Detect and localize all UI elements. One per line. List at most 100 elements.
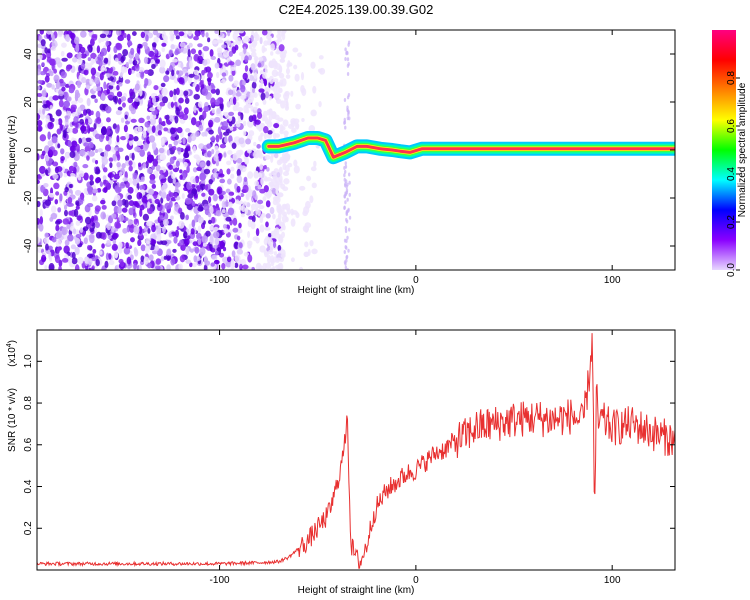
spectrogram-cell [197, 206, 204, 212]
spectrogram-cell [37, 53, 43, 61]
spectrogram-cell [267, 130, 273, 135]
spectrogram-cell [66, 110, 70, 116]
spectrogram-cell [343, 205, 346, 210]
spectrogram-cell [105, 105, 112, 114]
spectrogram-cell [87, 57, 92, 62]
spectrogram-cell [250, 48, 257, 53]
spectrogram-cell [141, 195, 148, 204]
snr-x-tick-label: 0 [413, 575, 419, 586]
spectrogram-cell [234, 254, 241, 263]
spectrogram-cell [268, 75, 275, 85]
spectrogram-cell [189, 248, 194, 253]
spectrogram-cell [40, 39, 46, 47]
spectrogram-cell [101, 243, 105, 249]
spectrogram-cell [114, 185, 120, 192]
spectrogram-cell [144, 77, 149, 87]
spectrogram-cell [86, 97, 91, 107]
spectrogram-cell [55, 191, 60, 196]
spectrogram-cell [253, 56, 259, 61]
spectrogram-cell [113, 173, 121, 180]
spectrogram-cell [89, 227, 95, 233]
spectrogram-cell [69, 151, 76, 159]
spectrogram-cell [92, 215, 98, 221]
spectrogram-cell [232, 227, 239, 233]
spectrogram-cell [100, 126, 107, 136]
spectrogram-cell [58, 99, 64, 108]
spectrogram-cell [163, 127, 169, 132]
spectrogram-cell [228, 50, 234, 57]
spectrogram-cell [228, 47, 232, 52]
spectrogram-cell [157, 224, 162, 233]
spectrogram-cell [52, 95, 59, 101]
spectrogram-cell [317, 68, 323, 73]
spectrogram-cell [161, 47, 166, 53]
spectrogram-cell [77, 170, 85, 179]
spectrogram-cell [227, 89, 234, 96]
spectrogram-cell [344, 226, 348, 231]
spectrogram-cell [281, 55, 286, 60]
spectrogram-cell [236, 185, 241, 193]
spectrogram-cell [96, 116, 102, 125]
spectrogram-cell [259, 36, 263, 45]
spectrogram-cell [61, 257, 69, 263]
spectrogram-cell [265, 177, 272, 182]
spectrogram-cell [179, 254, 186, 263]
spectrogram-cell [344, 265, 348, 270]
spectrogram-cell [234, 262, 239, 269]
spectrogram-cell [178, 239, 184, 246]
spectrogram-cell [49, 70, 54, 77]
spectrogram-cell [44, 265, 48, 270]
spectrogram-cell [283, 130, 289, 136]
spectrogram-cell [92, 248, 97, 254]
spectrogram-cell [146, 262, 152, 269]
spectrogram-cell [51, 84, 55, 90]
spectrogram-cell [256, 111, 263, 120]
spectrogram-cell [227, 30, 231, 37]
spectrogram-cell [143, 69, 150, 74]
spectrogram-cell [117, 147, 124, 152]
spectrogram-cell [206, 150, 212, 158]
spectrogram-cell [49, 104, 53, 110]
spectrogram-cell [273, 251, 278, 256]
spectrogram-cell [166, 149, 171, 156]
spectrogram-cell [277, 192, 284, 198]
spectrogram-cell [230, 66, 237, 71]
spectrogram-cell [206, 160, 211, 167]
spectrogram-cell [55, 238, 62, 247]
spectrogram-cell [228, 191, 235, 196]
spectrogram-cell [77, 107, 82, 116]
spectrogram-cell [84, 204, 91, 213]
spectrogram-cell [75, 200, 80, 206]
spectrogram-cell [76, 215, 83, 221]
spectrogram-cell [97, 148, 103, 153]
spectrogram-cell [49, 255, 53, 262]
spectrogram-cell [191, 184, 196, 189]
spectrogram-cell [222, 246, 227, 252]
spectrogram-cell [52, 161, 59, 167]
spectrogram-cell [125, 132, 130, 140]
spectrogram-cell [58, 265, 62, 270]
spectrogram-cell [155, 258, 161, 265]
spectrogram-cell [166, 248, 172, 257]
spectrogram-cell [218, 194, 224, 200]
spectrogram-cell [94, 98, 98, 103]
spectrogram-cell [260, 78, 264, 87]
spectrogram-cell [65, 65, 71, 72]
spectrogram-cell [151, 224, 156, 233]
spectrogram-cell [153, 190, 158, 200]
spectrogram-cell [209, 205, 214, 214]
spectrogram-cell [136, 177, 140, 184]
spectrogram-cell [209, 136, 216, 141]
spectrogram-cell [122, 49, 129, 57]
spectrogram-cell [125, 181, 130, 188]
spectrogram-cell [293, 159, 298, 167]
spectrogram-cell [77, 59, 83, 64]
spectrogram-cell [95, 166, 100, 174]
spectrogram-cell [155, 164, 161, 172]
spectrogram-cell [190, 48, 197, 55]
spectrogram-cell [119, 171, 123, 177]
spectrogram-cell [254, 33, 260, 42]
spectrogram-cell [206, 143, 212, 149]
spectrogram-cell [134, 97, 140, 102]
spectrogram-cell [64, 115, 71, 120]
